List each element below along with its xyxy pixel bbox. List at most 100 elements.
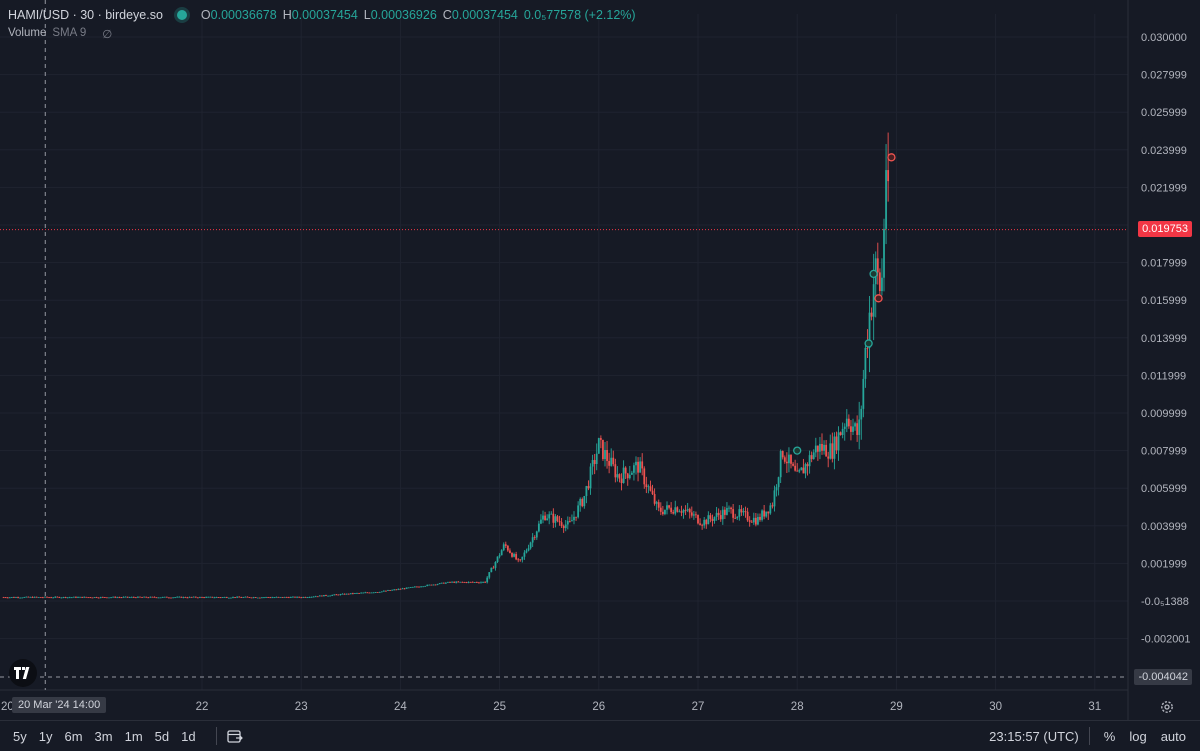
candle-body <box>664 509 666 515</box>
tradingview-logo-icon[interactable] <box>9 659 37 687</box>
candle-body <box>537 523 540 532</box>
candle-body <box>256 597 259 599</box>
range-button-6m[interactable]: 6m <box>64 728 83 744</box>
candle-body <box>269 597 272 599</box>
candle-body <box>368 592 371 594</box>
candle-body <box>289 597 292 598</box>
settings-gear-icon[interactable] <box>1160 700 1174 717</box>
candle-body <box>17 597 19 598</box>
range-button-1m[interactable]: 1m <box>124 728 143 744</box>
auto-scale-toggle[interactable]: auto <box>1160 728 1186 744</box>
candle-body <box>639 461 642 473</box>
candle-body <box>785 461 788 464</box>
candle-body <box>523 552 526 557</box>
candle-body <box>556 516 559 521</box>
candle-body <box>738 509 741 517</box>
candle-body <box>103 597 106 598</box>
candle-body <box>732 509 735 518</box>
candle-body <box>463 582 466 583</box>
candle-body <box>252 597 255 599</box>
utc-clock[interactable]: 23:15:57 (UTC) <box>989 728 1079 744</box>
candle-body <box>70 597 73 599</box>
candle-body <box>568 521 571 522</box>
range-button-5y[interactable]: 5y <box>13 728 27 744</box>
candle-body <box>688 509 691 513</box>
candle-body <box>870 312 873 317</box>
candle-body <box>513 554 515 557</box>
sell-marker <box>874 294 883 303</box>
x-axis-tick-label: 24 <box>394 701 407 713</box>
x-axis-tick-label: 23 <box>295 701 308 713</box>
candle-body <box>85 596 88 598</box>
candle-body <box>416 586 418 588</box>
candle-body <box>862 378 865 409</box>
candle-body <box>736 516 739 519</box>
candle-body <box>244 596 247 598</box>
candle-body <box>449 581 451 583</box>
candle-body <box>157 597 160 599</box>
candle-body <box>192 596 195 598</box>
candle-body <box>469 581 472 583</box>
candle-body <box>170 597 172 599</box>
candle-body <box>684 510 687 511</box>
candle-body <box>790 454 792 464</box>
candle-body <box>225 597 228 598</box>
symbol-title[interactable]: HAMI/USD · 30 · birdeye.so <box>8 8 163 22</box>
low-label: L <box>363 8 371 22</box>
candle-body <box>777 477 780 488</box>
y-axis-tick-label: 0.001999 <box>1141 558 1187 570</box>
candle-body <box>325 595 327 596</box>
candle-body <box>575 516 577 518</box>
candle-body <box>653 494 656 504</box>
candle-body <box>438 583 441 585</box>
candle-body <box>250 597 253 599</box>
range-button-1y[interactable]: 1y <box>38 728 53 744</box>
candle-body <box>4 597 7 599</box>
candle-body <box>341 593 344 595</box>
candle-body <box>391 589 394 591</box>
candle-body <box>525 550 528 553</box>
candle-body <box>159 597 162 599</box>
candle-body <box>573 516 575 521</box>
candle-body <box>13 597 15 598</box>
candle-body <box>93 597 96 598</box>
range-button-3m[interactable]: 3m <box>94 728 113 744</box>
candle-body <box>622 467 625 484</box>
volume-legend[interactable]: Volume SMA 9 ∅ <box>8 27 112 41</box>
volume-sma-value: ∅ <box>102 29 113 41</box>
candle-body <box>626 473 629 479</box>
candle-body <box>182 597 185 598</box>
candle-body <box>172 597 174 599</box>
candle-body <box>62 596 65 598</box>
calendar-range-icon[interactable] <box>215 727 243 745</box>
candle-body <box>201 596 203 598</box>
candle-body <box>723 509 726 515</box>
candle-body <box>106 597 108 599</box>
candle-body <box>719 515 722 520</box>
candle-body <box>798 470 801 472</box>
candle-body <box>498 555 501 557</box>
candle-body <box>835 436 838 451</box>
candle-body <box>188 596 191 598</box>
candle-body <box>752 517 755 523</box>
range-button-1d[interactable]: 1d <box>181 728 196 744</box>
candle-body <box>66 597 69 599</box>
log-scale-toggle[interactable]: log <box>1129 728 1147 744</box>
x-axis-tick-label: 26 <box>592 701 605 713</box>
candle-body <box>645 484 648 488</box>
candle-body <box>385 590 387 592</box>
percent-scale-toggle[interactable]: % <box>1103 728 1116 744</box>
candle-body <box>52 597 55 599</box>
price-chart[interactable]: 0.030000 0.027999 0.025999 0.023999 0.021999… <box>0 0 1200 720</box>
y-axis-tick-label: 0.013999 <box>1141 333 1187 345</box>
candle-body <box>548 514 551 519</box>
candle-body <box>221 597 224 598</box>
candle-body <box>428 584 431 586</box>
candle-body <box>382 590 385 592</box>
candle-body <box>494 561 497 568</box>
candle-body <box>471 581 474 583</box>
candle-body <box>184 597 187 598</box>
range-button-5d[interactable]: 5d <box>154 728 170 744</box>
y-axis-tick-label: -0.0₅1388 <box>1141 596 1189 608</box>
last-price-tag: 0.019753 <box>1138 221 1192 237</box>
